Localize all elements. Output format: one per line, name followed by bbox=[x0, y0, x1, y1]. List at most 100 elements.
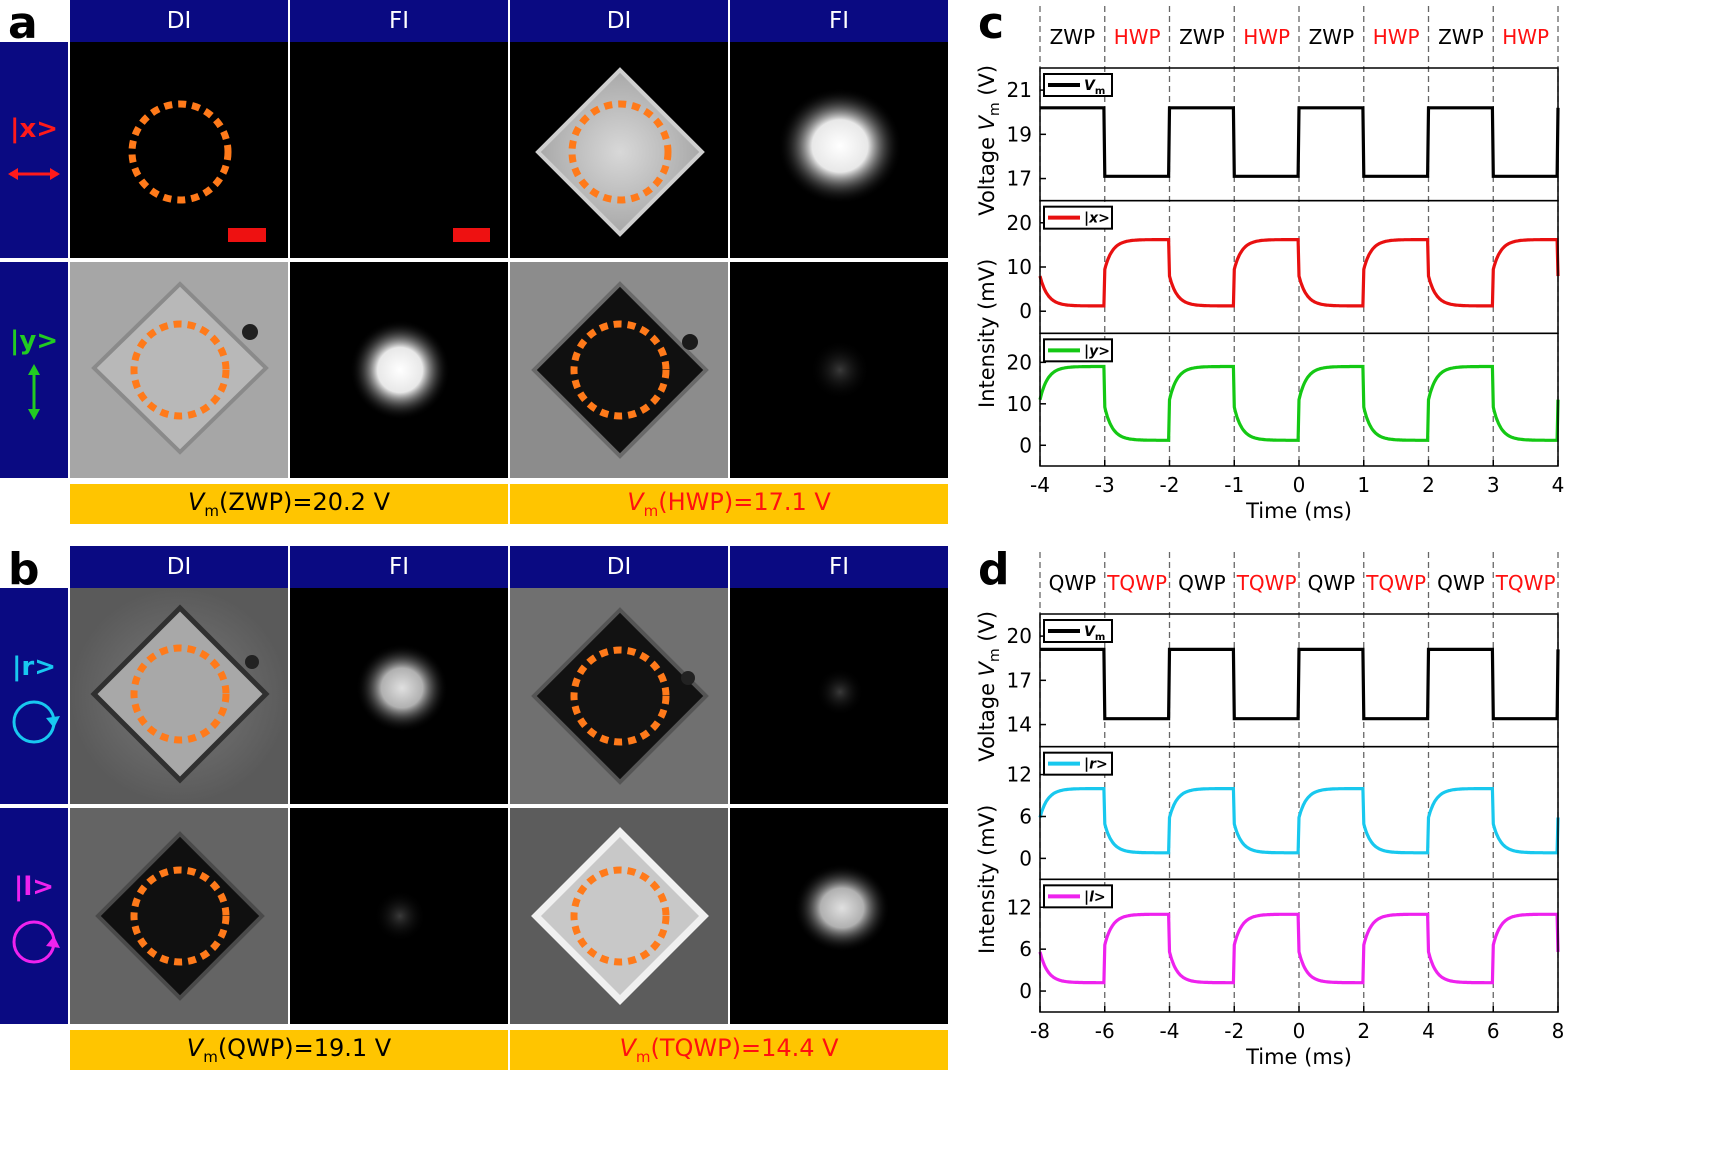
x-tick-label: -1 bbox=[1224, 473, 1244, 497]
x-axis-label: Time (ms) bbox=[1245, 499, 1352, 523]
series-line-vm bbox=[1040, 647, 1560, 721]
x-tick-label: -2 bbox=[1224, 1019, 1244, 1043]
legend-label: |l> bbox=[1084, 889, 1106, 905]
image-fi-r-qwp bbox=[290, 588, 508, 804]
state-label-y: |y> bbox=[9, 326, 59, 356]
state-label: TQWP bbox=[1106, 571, 1167, 595]
state-label: ZWP bbox=[1309, 25, 1355, 49]
y-tick-label: 20 bbox=[1007, 211, 1032, 235]
y-tick-label: 17 bbox=[1007, 668, 1032, 692]
aperture-circle bbox=[570, 866, 670, 966]
y-tick-label: 6 bbox=[1019, 804, 1032, 828]
y-tick-label: 0 bbox=[1019, 979, 1032, 1003]
y-tick-label: 20 bbox=[1007, 624, 1032, 648]
horizontal-arrow-icon bbox=[8, 168, 60, 180]
x-tick-label: -2 bbox=[1160, 473, 1180, 497]
x-tick-label: 1 bbox=[1357, 473, 1370, 497]
header-fi: FI bbox=[290, 546, 508, 588]
y-tick-label: 0 bbox=[1019, 846, 1032, 870]
y-tick-label: 19 bbox=[1007, 122, 1032, 146]
image-di-x-zwp bbox=[70, 42, 288, 258]
x-tick-label: 8 bbox=[1552, 1019, 1565, 1043]
x-tick-label: 4 bbox=[1422, 1019, 1435, 1043]
image-di-l-qwp bbox=[70, 808, 288, 1024]
x-tick-label: -4 bbox=[1030, 473, 1050, 497]
x-tick-label: 2 bbox=[1357, 1019, 1370, 1043]
aperture-circle bbox=[568, 100, 672, 204]
image-fi-y-hwp bbox=[730, 262, 948, 478]
x-axis-label: Time (ms) bbox=[1245, 1045, 1352, 1069]
state-label: TQWP bbox=[1236, 571, 1297, 595]
state-label-l: |l> bbox=[13, 872, 55, 902]
state-label: HWP bbox=[1373, 25, 1420, 49]
aperture-circle bbox=[130, 644, 230, 744]
state-label: ZWP bbox=[1179, 25, 1225, 49]
row-label-r: |r> bbox=[0, 588, 68, 804]
y-axis-label-intensity: Intensity (mV) bbox=[975, 259, 999, 408]
x-tick-label: -4 bbox=[1160, 1019, 1180, 1043]
image-di-r-qwp bbox=[70, 588, 288, 804]
state-label: QWP bbox=[1308, 571, 1356, 595]
y-axis-label-voltage: Voltage Vm (V) bbox=[975, 65, 1003, 216]
y-tick-label: 21 bbox=[1007, 78, 1032, 102]
x-tick-label: -8 bbox=[1030, 1019, 1050, 1043]
x-tick-label: 2 bbox=[1422, 473, 1435, 497]
state-label: ZWP bbox=[1050, 25, 1096, 49]
row-label-x: |x> bbox=[0, 42, 68, 258]
y-tick-label: 0 bbox=[1019, 433, 1032, 457]
x-tick-label: 0 bbox=[1293, 1019, 1306, 1043]
vertical-arrow-icon bbox=[28, 364, 40, 420]
panel-a-label: a bbox=[8, 0, 38, 49]
series-line-x bbox=[1038, 238, 1560, 308]
image-fi-r-tqwp bbox=[730, 588, 948, 804]
state-label: HWP bbox=[1502, 25, 1549, 49]
aperture-circle bbox=[570, 646, 670, 746]
state-label: HWP bbox=[1114, 25, 1161, 49]
image-fi-l-qwp bbox=[290, 808, 508, 1024]
image-fi-x-hwp bbox=[730, 42, 948, 258]
state-label: TQWP bbox=[1495, 571, 1556, 595]
image-di-x-hwp bbox=[510, 42, 728, 258]
y-axis-label-intensity: Intensity (mV) bbox=[975, 805, 999, 954]
image-di-r-tqwp bbox=[510, 588, 728, 804]
legend-label: |x> bbox=[1084, 211, 1110, 227]
header-di: DI bbox=[510, 546, 728, 588]
clockwise-circle-icon bbox=[12, 700, 60, 744]
scale-bar bbox=[453, 228, 490, 242]
image-fi-l-tqwp bbox=[730, 808, 948, 1024]
x-tick-label: 4 bbox=[1552, 473, 1565, 497]
image-di-l-tqwp bbox=[510, 808, 728, 1024]
panel-c-label: c bbox=[978, 0, 1005, 49]
voltage-label-zwp: Vm(ZWP)=20.2 V bbox=[70, 484, 508, 524]
legend-label: |y> bbox=[1084, 343, 1110, 359]
aperture-circle bbox=[128, 100, 232, 204]
x-tick-label: 3 bbox=[1487, 473, 1500, 497]
y-tick-label: 12 bbox=[1007, 895, 1032, 919]
voltage-label-hwp: Vm(HWP)=17.1 V bbox=[510, 484, 948, 524]
panel-b-label: b bbox=[8, 544, 40, 595]
header-fi: FI bbox=[290, 0, 508, 42]
series-line-r bbox=[1038, 787, 1560, 855]
y-tick-label: 10 bbox=[1007, 255, 1032, 279]
state-label: QWP bbox=[1437, 571, 1485, 595]
y-axis-label-voltage: Voltage Vm (V) bbox=[975, 611, 1003, 762]
state-label: HWP bbox=[1243, 25, 1290, 49]
state-label: QWP bbox=[1178, 571, 1226, 595]
x-tick-label: -3 bbox=[1095, 473, 1115, 497]
state-label: TQWP bbox=[1365, 571, 1426, 595]
series-line-vm bbox=[1040, 106, 1560, 178]
header-di: DI bbox=[70, 546, 288, 588]
y-tick-label: 6 bbox=[1019, 937, 1032, 961]
panel-d-label: d bbox=[978, 544, 1010, 595]
image-di-y-hwp bbox=[510, 262, 728, 478]
y-tick-label: 10 bbox=[1007, 392, 1032, 416]
series-line-y bbox=[1038, 364, 1560, 442]
x-tick-label: 0 bbox=[1293, 473, 1306, 497]
y-tick-label: 20 bbox=[1007, 350, 1032, 374]
voltage-label-qwp: Vm(QWP)=19.1 V bbox=[70, 1030, 508, 1070]
header-di: DI bbox=[70, 0, 288, 42]
image-fi-y-zwp bbox=[290, 262, 508, 478]
image-di-y-zwp bbox=[70, 262, 288, 478]
